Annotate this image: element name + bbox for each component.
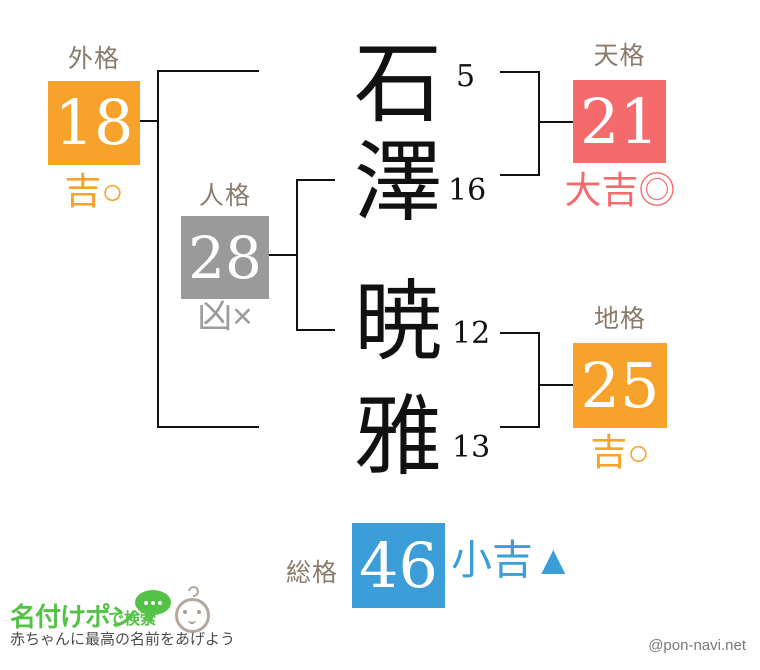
soukaku-value-box: 46 [352, 523, 445, 608]
chikaku-value-box: 25 [573, 343, 667, 428]
tenkaku-bracket-line [538, 71, 540, 176]
jinkaku-value: 28 [188, 223, 262, 292]
tenkaku-bracket-line [500, 71, 540, 73]
gaikaku-value-box: 18 [48, 81, 140, 165]
jinkaku-bracket-line [296, 179, 298, 331]
bubble-dot-icon [151, 600, 155, 605]
brand-search-suffix: で検索 [108, 611, 157, 628]
speech-bubble-tail-icon [140, 609, 155, 625]
baby-hair-curl-icon [185, 583, 202, 600]
bubble-dot-icon [144, 600, 148, 605]
gaikaku-value: 18 [54, 86, 134, 159]
stroke-count-2: 16 [448, 173, 487, 208]
gaikaku-bracket-line [157, 70, 259, 72]
jinkaku-judgment: 凶× [197, 297, 253, 336]
stroke-count-3: 12 [452, 316, 491, 351]
tenkaku-value: 21 [580, 84, 659, 158]
speech-bubble-icon [135, 590, 171, 615]
chikaku-label: 地格 [593, 305, 646, 333]
baby-eye-icon [197, 610, 201, 614]
jinkaku-connector-line [269, 254, 296, 256]
stroke-count-1: 5 [456, 59, 476, 94]
jinkaku-label: 人格 [198, 182, 251, 210]
chikaku-value: 25 [580, 348, 660, 422]
name-char-3: 暁 [354, 270, 443, 373]
gaikaku-connector-line [140, 120, 157, 122]
chikaku-bracket-line [538, 332, 540, 428]
tenkaku-bracket-line [500, 174, 540, 176]
baby-mouth-icon [188, 618, 196, 624]
chikaku-bracket-line [500, 426, 540, 428]
site-credit: @pon-navi.net [648, 637, 746, 654]
tenkaku-judgment: 大吉◎ [564, 170, 676, 211]
jinkaku-value-box: 28 [181, 216, 269, 299]
chikaku-connector-line [540, 384, 573, 386]
jinkaku-bracket-line [296, 329, 335, 331]
soukaku-label: 総格 [285, 559, 338, 587]
tenkaku-connector-line [540, 121, 573, 123]
tenkaku-value-box: 21 [573, 80, 666, 163]
gaikaku-label: 外格 [67, 45, 120, 73]
brand-logo-text: 名付けポン [10, 602, 136, 632]
tagline: 赤ちゃんに最高の名前をあげよう [10, 631, 236, 648]
soukaku-value: 46 [359, 528, 438, 602]
chikaku-bracket-line [500, 332, 540, 334]
name-char-2: 澤 [354, 131, 443, 234]
gaikaku-bracket-line [157, 426, 259, 428]
name-char-1: 石 [354, 32, 443, 135]
bubble-dot-icon [158, 600, 162, 605]
tenkaku-label: 天格 [593, 42, 646, 70]
soukaku-judgment: 小吉▲ [451, 537, 574, 583]
name-char-4: 雅 [354, 385, 443, 488]
jinkaku-bracket-line [296, 179, 335, 181]
baby-face-icon [175, 598, 210, 633]
stroke-count-4: 13 [452, 430, 491, 465]
baby-eye-icon [183, 610, 187, 614]
chikaku-judgment: 吉○ [590, 432, 650, 473]
gaikaku-bracket-line [157, 70, 159, 428]
gaikaku-judgment: 吉○ [64, 171, 124, 212]
